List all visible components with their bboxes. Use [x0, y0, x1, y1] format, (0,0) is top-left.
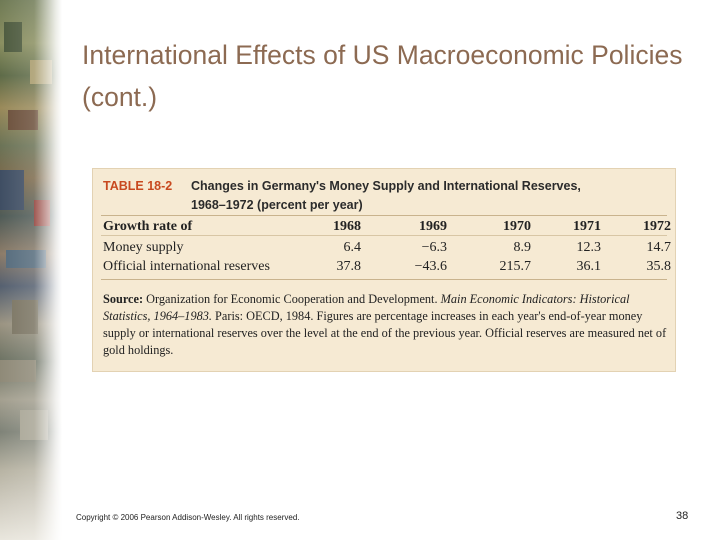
table-cell: Money supply — [103, 240, 184, 255]
header-cell: 1971 — [573, 219, 601, 234]
table-header-row: Growth rate of 1968 1969 1970 1971 1972 — [103, 219, 671, 239]
source-label: Source: — [103, 292, 144, 306]
table-cell: 36.1 — [576, 259, 602, 274]
header-cell: 1972 — [643, 219, 671, 234]
slide-title: International Effects of US Macroeconomi… — [82, 40, 683, 112]
table-rule-bottom — [101, 279, 667, 280]
table-figure: TABLE 18-2 Changes in Germany's Money Sup… — [92, 168, 676, 372]
table-caption-line1: Changes in Germany's Money Supply and In… — [191, 179, 581, 193]
table-number: TABLE 18-2 — [103, 179, 173, 193]
table-cell: 215.7 — [499, 259, 532, 274]
table-cell: 12.3 — [576, 240, 602, 255]
table-cell: 35.8 — [646, 259, 672, 274]
copyright-notice: Copyright © 2006 Pearson Addison-Wesley.… — [76, 513, 300, 522]
header-cell: 1968 — [333, 219, 361, 234]
source-text-2: Paris: OECD, 1984. Figures are percentag… — [103, 309, 667, 357]
source-text-1: Organization for Economic Cooperation an… — [146, 292, 438, 306]
table-caption-line2: 1968–1972 (percent per year) — [191, 198, 363, 212]
header-cell: Growth rate of — [103, 219, 193, 234]
table-source-note: Source: Organization for Economic Cooper… — [103, 291, 669, 359]
table-row: Money supply 6.4 −6.3 8.9 12.3 14.7 — [103, 240, 671, 260]
table-row: Official international reserves 37.8 −43… — [103, 259, 671, 279]
header-cell: 1970 — [503, 219, 531, 234]
table-rule-mid — [101, 235, 667, 236]
table-cell: 14.7 — [646, 240, 672, 255]
table-cell: 8.9 — [513, 240, 532, 255]
strip-fade-overlay — [0, 0, 62, 540]
table-cell: 37.8 — [336, 259, 362, 274]
table-cell: 6.4 — [343, 240, 362, 255]
header-cell: 1969 — [419, 219, 447, 234]
table-rule-top — [101, 215, 667, 216]
page-number: 38 — [676, 510, 689, 522]
decorative-photo-strip — [0, 0, 62, 540]
source-publication: Main Economic Indicators: Historical Sta… — [103, 292, 630, 323]
table-cell: −6.3 — [421, 240, 447, 255]
table-cell: Official international reserves — [103, 259, 270, 274]
table-cell: −43.6 — [414, 259, 447, 274]
table-caption: TABLE 18-2 Changes in Germany's Money Sup… — [103, 177, 663, 215]
